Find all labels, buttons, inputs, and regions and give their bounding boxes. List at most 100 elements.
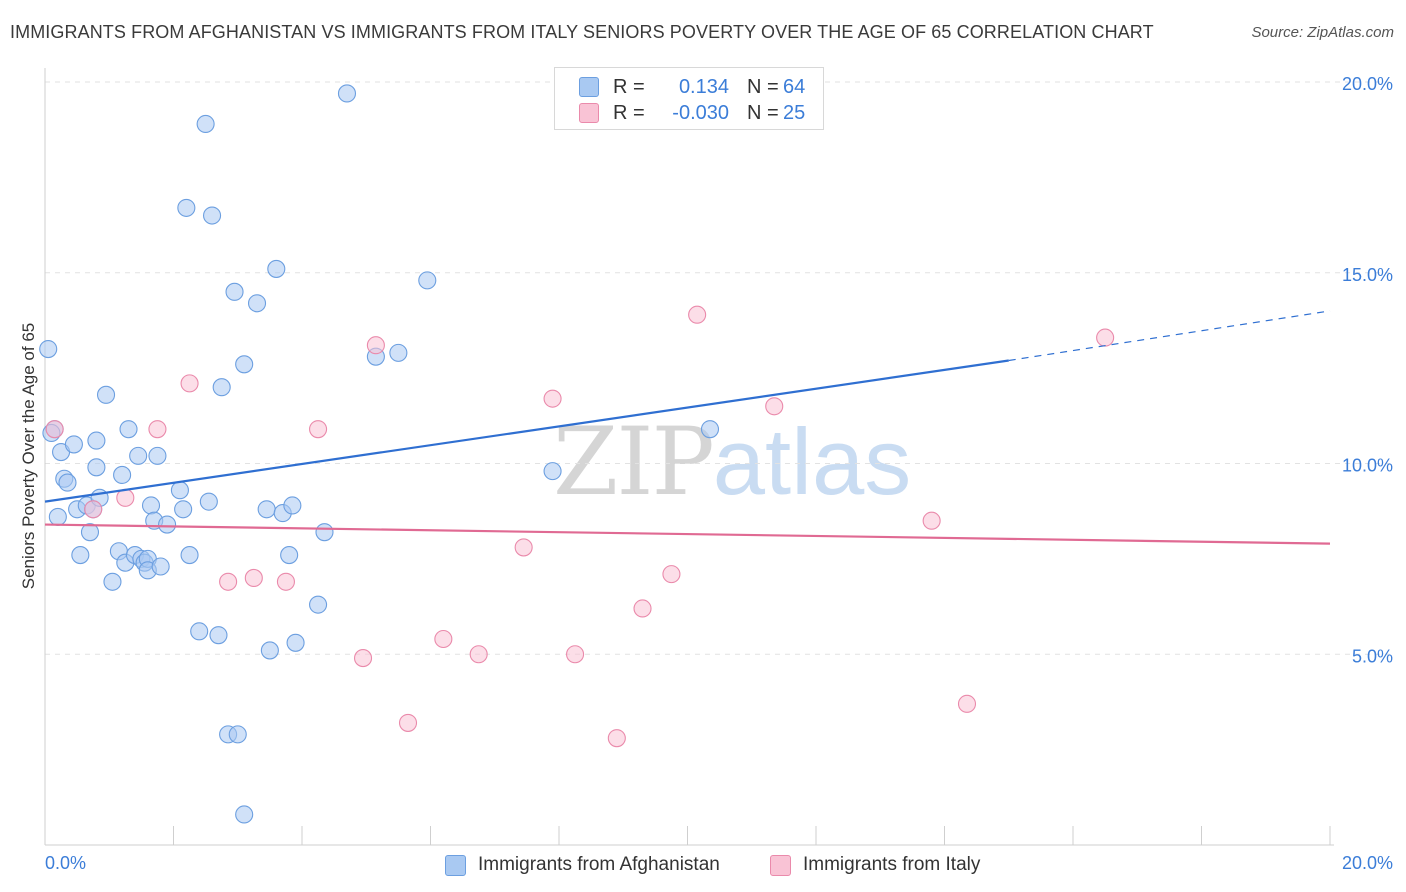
data-point [315, 523, 334, 542]
data-point [174, 500, 193, 519]
data-point [148, 446, 167, 465]
data-point [922, 511, 941, 530]
data-point [309, 595, 328, 614]
data-point [45, 420, 64, 439]
data-point [177, 198, 196, 217]
data-point [151, 557, 170, 576]
data-point [543, 389, 562, 408]
chart-title: IMMIGRANTS FROM AFGHANISTAN VS IMMIGRANT… [10, 22, 1154, 42]
x-tick-label: 0.0% [45, 853, 86, 873]
legend-swatch-afghanistan [445, 854, 466, 876]
r-label: R = [613, 75, 645, 98]
n-value: 64 [783, 75, 806, 98]
data-point [257, 500, 276, 519]
legend-label-afghanistan: Immigrants from Afghanistan [478, 854, 720, 875]
data-point [244, 568, 263, 588]
data-point [514, 538, 533, 557]
data-point [235, 805, 254, 824]
data-point [180, 546, 199, 565]
data-point [353, 649, 373, 668]
data-point [607, 729, 626, 748]
data-point [225, 282, 244, 301]
data-point [170, 481, 189, 500]
data-point [434, 629, 453, 649]
data-point [80, 523, 100, 542]
data-point [119, 420, 138, 439]
data-point [662, 565, 681, 584]
data-point [129, 446, 148, 465]
axes [44, 68, 1334, 846]
data-point [87, 458, 106, 477]
data-point [566, 645, 585, 664]
data-point [957, 694, 977, 713]
data-point [469, 645, 488, 664]
x-tick-label: 20.0% [1342, 853, 1393, 873]
series-legend: Immigrants from Afghanistan Immigrants f… [0, 851, 1406, 879]
y-tick-label: 10.0% [1342, 456, 1393, 476]
data-point [267, 259, 286, 278]
data-point [688, 305, 707, 324]
data-point [247, 294, 267, 313]
data-point [283, 496, 302, 515]
data-point [219, 572, 238, 591]
data-point [103, 572, 122, 591]
n-label: N = [747, 101, 779, 124]
data-point [286, 633, 305, 652]
stats-row-afghanistan: R = 0.134 N = 64 [579, 74, 805, 100]
data-point [1096, 328, 1115, 347]
watermark-atlas: atlas [712, 409, 912, 514]
r-value: 0.134 [678, 75, 729, 98]
n-label: N = [747, 75, 779, 98]
stats-swatch-italy [579, 103, 599, 123]
legend-item-italy[interactable]: Immigrants from Italy [770, 851, 980, 879]
data-point [113, 465, 132, 484]
r-label: R = [613, 101, 645, 124]
series-italy-points [45, 305, 1115, 748]
data-point [389, 343, 408, 362]
series-afghanistan-points [39, 84, 720, 824]
stats-swatch-afghanistan [579, 77, 599, 97]
data-point [71, 546, 90, 565]
data-point [96, 385, 116, 404]
y-tick-label: 15.0% [1342, 265, 1393, 285]
data-point [116, 488, 135, 507]
data-point [141, 496, 161, 515]
data-point [276, 572, 295, 591]
data-point [199, 492, 218, 511]
data-point [765, 397, 784, 416]
n-value: 25 [783, 101, 806, 124]
data-point [148, 420, 167, 439]
data-point [280, 546, 299, 565]
watermark: ZIPatlas [553, 408, 911, 517]
legend-item-afghanistan[interactable]: Immigrants from Afghanistan [445, 851, 720, 879]
data-point [228, 725, 247, 744]
trend-line-italy [44, 523, 1331, 545]
source-credit: Source: ZipAtlas.com [1251, 24, 1394, 41]
data-point [190, 622, 209, 641]
data-point [309, 420, 328, 439]
y-tick-label: 5.0% [1352, 646, 1393, 666]
data-point [58, 473, 77, 492]
legend-label-italy: Immigrants from Italy [803, 854, 981, 875]
tick-labels: 5.0% 10.0% 15.0% 20.0% 0.0% 20.0% [45, 74, 1393, 873]
data-point [633, 599, 652, 618]
data-point [418, 271, 437, 290]
data-point [366, 336, 385, 355]
data-point [39, 339, 58, 359]
data-point [260, 641, 279, 660]
data-point [180, 374, 199, 393]
data-point [700, 420, 720, 439]
data-point [212, 378, 231, 397]
data-point [543, 462, 562, 481]
watermark-zip: ZIP [553, 408, 715, 517]
trend-line-afghanistan [44, 359, 1009, 503]
data-point [87, 431, 106, 450]
data-point [84, 500, 103, 519]
data-point [235, 355, 254, 374]
data-point [209, 626, 228, 645]
trend-line-afghanistan-extension [1008, 310, 1331, 362]
data-point [398, 713, 418, 732]
y-tick-label: 20.0% [1342, 74, 1393, 94]
data-point [196, 114, 215, 134]
